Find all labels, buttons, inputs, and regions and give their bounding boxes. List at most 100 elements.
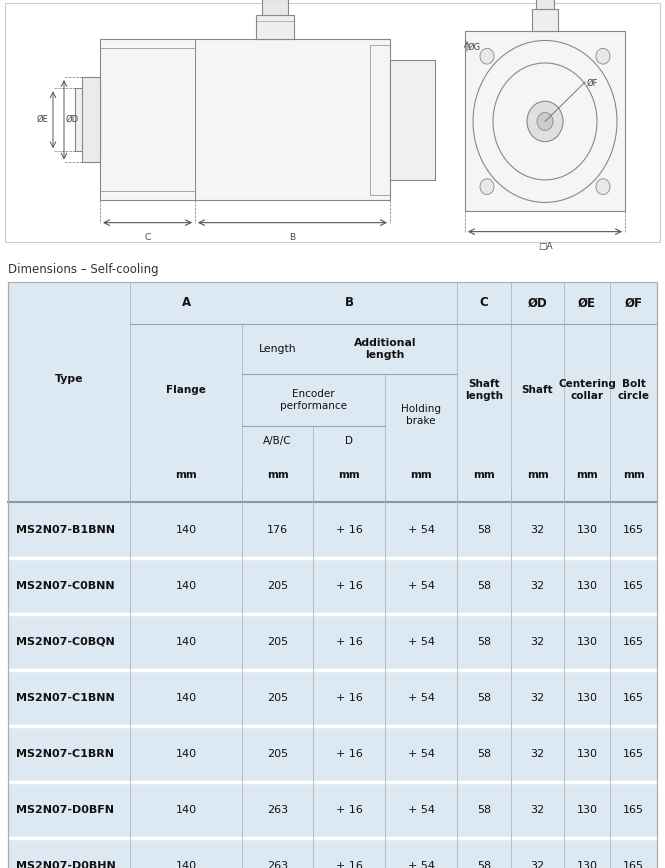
Text: 130: 130 [577, 581, 597, 591]
Text: MS2N07-D0BFN: MS2N07-D0BFN [16, 805, 114, 815]
Text: 205: 205 [267, 581, 288, 591]
Text: 58: 58 [477, 581, 491, 591]
Text: A/B/C: A/B/C [263, 436, 292, 446]
Text: ØF: ØF [624, 296, 642, 309]
Bar [8, 726, 657, 782]
Text: Flange: Flange [166, 385, 206, 395]
Text: mm: mm [338, 470, 360, 480]
Text: 205: 205 [267, 693, 288, 703]
Text: 140: 140 [176, 525, 197, 535]
Text: 140: 140 [176, 749, 197, 759]
Text: ØF: ØF [587, 79, 599, 88]
Text: Holding
brake: Holding brake [401, 404, 441, 426]
Text: 58: 58 [477, 637, 491, 647]
Text: + 16: + 16 [336, 525, 362, 535]
Text: ØG: ØG [468, 43, 481, 52]
Text: Bolt
circle: Bolt circle [618, 378, 650, 401]
Text: 58: 58 [477, 693, 491, 703]
Text: 140: 140 [176, 805, 197, 815]
Bar [465, 31, 625, 212]
Text: mm: mm [473, 470, 495, 480]
Text: 32: 32 [531, 861, 545, 868]
Text: MS2N07-D0BHN: MS2N07-D0BHN [16, 861, 116, 868]
Text: 58: 58 [477, 861, 491, 868]
Bar [262, 0, 288, 15]
Text: mm: mm [576, 470, 598, 480]
Text: + 16: + 16 [336, 637, 362, 647]
Text: 165: 165 [623, 805, 644, 815]
Text: D: D [345, 436, 353, 446]
Text: + 54: + 54 [408, 581, 434, 591]
Circle shape [596, 49, 610, 64]
Text: 32: 32 [531, 637, 545, 647]
Circle shape [480, 179, 494, 194]
Text: ØE: ØE [578, 296, 596, 309]
Text: 165: 165 [623, 861, 644, 868]
Text: + 54: + 54 [408, 805, 434, 815]
Text: + 16: + 16 [336, 805, 362, 815]
Text: Type: Type [55, 374, 83, 384]
Text: Dimensions – Self-cooling: Dimensions – Self-cooling [8, 263, 159, 276]
Text: MS2N07-C0BQN: MS2N07-C0BQN [16, 637, 115, 647]
Text: + 16: + 16 [336, 749, 362, 759]
Bar [8, 502, 657, 558]
Text: + 54: + 54 [408, 861, 434, 868]
Text: + 16: + 16 [336, 693, 362, 703]
Text: mm: mm [267, 470, 289, 480]
Text: B: B [345, 296, 354, 309]
Text: 263: 263 [267, 805, 288, 815]
Text: □A: □A [538, 242, 553, 251]
Circle shape [537, 113, 553, 130]
Text: Length: Length [259, 344, 297, 354]
Text: Shaft: Shaft [521, 385, 553, 395]
Text: 165: 165 [623, 581, 644, 591]
Text: ØE: ØE [36, 115, 48, 124]
Text: MS2N07-C0BNN: MS2N07-C0BNN [16, 581, 114, 591]
Circle shape [527, 102, 563, 141]
Text: 176: 176 [267, 525, 288, 535]
Bar [8, 838, 657, 868]
Bar [390, 60, 435, 180]
Text: 58: 58 [477, 525, 491, 535]
Bar [532, 9, 558, 31]
Text: mm: mm [175, 470, 197, 480]
Text: 32: 32 [531, 693, 545, 703]
Bar [8, 670, 657, 726]
Text: 32: 32 [531, 749, 545, 759]
Text: 130: 130 [577, 693, 597, 703]
Text: 130: 130 [577, 805, 597, 815]
Text: + 54: + 54 [408, 749, 434, 759]
Circle shape [596, 179, 610, 194]
Text: 165: 165 [623, 693, 644, 703]
Text: Additional
length: Additional length [354, 338, 416, 360]
Bar [8, 614, 657, 670]
Text: 130: 130 [577, 749, 597, 759]
Text: ØD: ØD [66, 115, 79, 124]
Text: mm: mm [410, 470, 432, 480]
Bar [100, 39, 390, 201]
Text: C: C [144, 233, 151, 242]
Text: MS2N07-B1BNN: MS2N07-B1BNN [16, 525, 115, 535]
Text: 165: 165 [623, 637, 644, 647]
Text: 140: 140 [176, 581, 197, 591]
Circle shape [480, 49, 494, 64]
Text: B: B [289, 233, 295, 242]
Text: 263: 263 [267, 861, 288, 868]
Text: C: C [479, 296, 488, 309]
Text: + 54: + 54 [408, 693, 434, 703]
Text: 140: 140 [176, 861, 197, 868]
Text: 130: 130 [577, 525, 597, 535]
Text: mm: mm [527, 470, 549, 480]
Text: + 16: + 16 [336, 861, 362, 868]
Text: 32: 32 [531, 581, 545, 591]
Text: 130: 130 [577, 861, 597, 868]
Text: 130: 130 [577, 637, 597, 647]
Text: + 16: + 16 [336, 581, 362, 591]
Bar [100, 49, 195, 191]
Bar [8, 558, 657, 614]
Text: mm: mm [622, 470, 644, 480]
Text: Shaft
length: Shaft length [465, 378, 503, 401]
Text: 32: 32 [531, 525, 545, 535]
Text: 58: 58 [477, 805, 491, 815]
Text: ØD: ØD [527, 296, 547, 309]
